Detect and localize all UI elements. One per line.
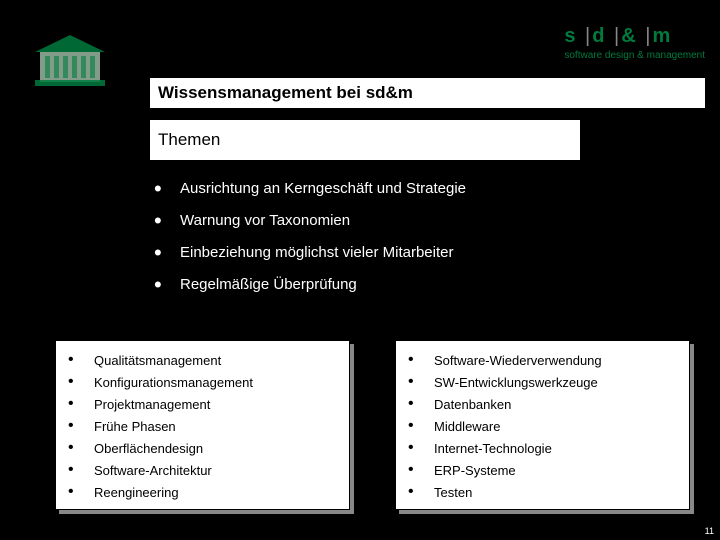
logo-letter-d: d [592,25,606,47]
list-item: • Regelmäßige Überprüfung [150,276,600,294]
subtitle: Themen [158,130,220,150]
bullet-icon: • [66,441,94,455]
bullet-icon: • [150,244,180,262]
logo-letter-s: s [564,25,577,47]
bullet-icon: • [406,353,434,367]
box-item-text: Software-Architektur [94,463,212,478]
bullet-icon: • [406,441,434,455]
bullet-icon: • [406,375,434,389]
bullet-icon: • [406,463,434,477]
bullet-icon: • [66,485,94,499]
bullet-icon: • [406,485,434,499]
box-item-text: Testen [434,485,472,500]
bullet-icon: • [406,397,434,411]
box-item-text: Datenbanken [434,397,511,412]
topics-box-right: •Software-Wiederverwendung •SW-Entwicklu… [395,340,690,510]
box-item-text: Qualitätsmanagement [94,353,221,368]
list-item: •Oberflächendesign [66,441,339,456]
logo-building [20,30,120,90]
list-item: •Datenbanken [406,397,679,412]
list-item: •Projektmanagement [66,397,339,412]
bullet-text: Regelmäßige Überprüfung [180,276,357,293]
bullet-icon: • [66,375,94,389]
box-item-text: Frühe Phasen [94,419,176,434]
bullet-text: Warnung vor Taxonomien [180,212,350,229]
list-item: •Reengineering [66,485,339,500]
box-item-text: Software-Wiederverwendung [434,353,602,368]
list-item: •Frühe Phasen [66,419,339,434]
list-item: •Middleware [406,419,679,434]
bullet-text: Ausrichtung an Kerngeschäft und Strategi… [180,180,466,197]
title-bar: Wissensmanagement bei sd&m [150,78,705,108]
bullet-icon: • [150,276,180,294]
box-item-text: Konfigurationsmanagement [94,375,253,390]
box-item-text: Internet-Technologie [434,441,552,456]
list-item: •Software-Architektur [66,463,339,478]
list-item: • Einbeziehung möglichst vieler Mitarbei… [150,244,600,262]
bullet-icon: • [66,419,94,433]
list-item: •Testen [406,485,679,500]
main-bullets: • Ausrichtung an Kerngeschäft und Strate… [150,180,600,308]
list-item: •Konfigurationsmanagement [66,375,339,390]
list-item: • Warnung vor Taxonomien [150,212,600,230]
list-item: •Qualitätsmanagement [66,353,339,368]
list-item: •SW-Entwicklungswerkzeuge [406,375,679,390]
list-item: •Software-Wiederverwendung [406,353,679,368]
bullet-icon: • [66,397,94,411]
bullet-icon: • [150,180,180,198]
page-title: Wissensmanagement bei sd&m [158,83,413,103]
list-item: •Internet-Technologie [406,441,679,456]
bullet-icon: • [66,463,94,477]
bullet-icon: • [150,212,180,230]
list-item: • Ausrichtung an Kerngeschäft und Strate… [150,180,600,198]
logo-subtitle: software design & management [564,50,705,61]
bullet-text: Einbeziehung möglichst vieler Mitarbeite… [180,244,453,261]
box-item-text: Middleware [434,419,500,434]
box-item-text: Reengineering [94,485,179,500]
bullet-icon: • [66,353,94,367]
page-number: 11 [705,526,714,536]
box-item-text: Oberflächendesign [94,441,203,456]
logo-letters: s |d |& |m [564,25,705,48]
topics-box-left: •Qualitätsmanagement •Konfigurationsmana… [55,340,350,510]
logo-sdm: s |d |& |m software design & management [564,25,705,61]
box-item-text: Projektmanagement [94,397,210,412]
logo-letter-m: m [652,25,672,47]
bullet-icon: • [406,419,434,433]
logo-letter-amp: & [621,25,637,47]
box-item-text: SW-Entwicklungswerkzeuge [434,375,598,390]
box-item-text: ERP-Systeme [434,463,516,478]
subtitle-bar: Themen [150,120,580,160]
list-item: •ERP-Systeme [406,463,679,478]
